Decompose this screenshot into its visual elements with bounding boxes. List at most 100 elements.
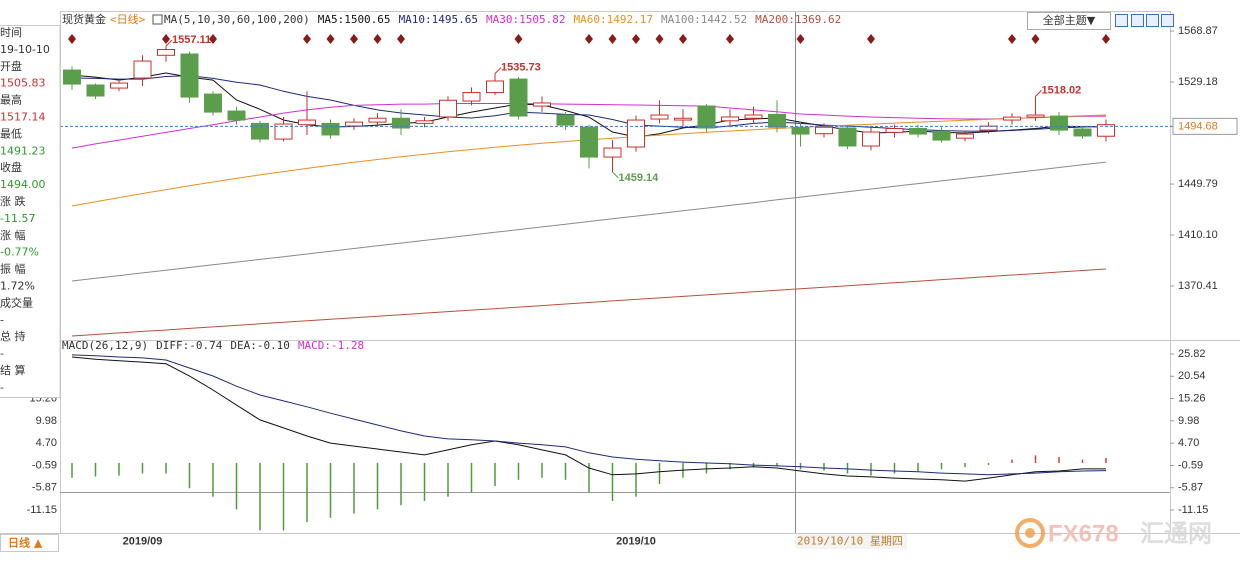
last-price-label: 1494.68 xyxy=(1178,120,1218,132)
info-label: 收盘 xyxy=(0,160,22,174)
event-marker xyxy=(632,34,640,44)
event-marker xyxy=(655,34,664,44)
candle-body xyxy=(862,131,880,147)
candle-body xyxy=(180,53,199,98)
legend-entry: MA10:1495.65 xyxy=(399,13,478,26)
y-tick-label: -0.59 xyxy=(1178,459,1203,471)
candle-body xyxy=(110,82,128,89)
x-tick-label: 2019/10 xyxy=(616,535,656,547)
event-marker xyxy=(585,34,593,44)
ma-icon[interactable] xyxy=(152,14,163,25)
event-marker xyxy=(209,34,217,44)
info-value: - xyxy=(0,347,4,360)
ma-line xyxy=(71,75,1107,132)
candle-body xyxy=(721,116,739,122)
event-marker xyxy=(350,34,358,44)
info-label: 时间 xyxy=(0,26,22,39)
ma-line xyxy=(71,161,1107,282)
event-marker xyxy=(1102,34,1110,44)
candle-body xyxy=(321,122,340,136)
candle-body xyxy=(298,119,316,126)
info-value: -0.77% xyxy=(0,246,39,259)
candle-body xyxy=(462,92,481,102)
icon-zoom-in[interactable] xyxy=(1131,14,1144,27)
icon-zoom-out[interactable] xyxy=(1146,14,1159,27)
legend-entry: MA200:1369.62 xyxy=(755,13,841,26)
period-button[interactable]: 日线 ▲ xyxy=(8,536,43,550)
info-value: 1491.23 xyxy=(0,144,46,157)
info-value: -11.57 xyxy=(0,212,35,225)
crosshair-label-box xyxy=(795,534,907,549)
candle-body xyxy=(86,84,105,97)
candle-body xyxy=(1050,115,1068,131)
crosshair-label: 2019/10/10 星期四 xyxy=(797,535,903,548)
plot-area: 1568.87 1529.18 1449.79 1410.10 1370.41 2019/… xyxy=(27,25,1238,547)
info-value: - xyxy=(0,313,4,326)
y-tick-label-left: -5.87 xyxy=(32,482,57,494)
event-marker xyxy=(867,34,875,44)
candle-body xyxy=(439,99,457,118)
y-tick-label: 1410.10 xyxy=(1178,229,1218,241)
event-marker xyxy=(303,34,311,44)
extreme-leader xyxy=(494,67,502,74)
candle-body xyxy=(909,128,927,135)
event-marker xyxy=(68,34,76,44)
candle-body xyxy=(133,60,152,79)
ma-line xyxy=(71,268,1107,337)
info-label: 结 算 xyxy=(0,363,26,377)
info-label: 开盘 xyxy=(0,59,22,73)
candle-body xyxy=(533,102,551,107)
info-value: 19-10-10 xyxy=(0,43,50,56)
icon-crosshair[interactable] xyxy=(1115,14,1128,27)
y-tick-label: 25.82 xyxy=(1178,348,1206,360)
theme-button-frame[interactable] xyxy=(1027,12,1111,30)
event-marker xyxy=(373,34,382,44)
extreme-leader xyxy=(612,171,619,179)
candle-body xyxy=(650,114,669,120)
event-marker xyxy=(679,34,687,44)
candle-body xyxy=(603,147,622,158)
macd-legend-entry: MACD:-1.28 xyxy=(298,339,364,352)
info-label: 涨 跌 xyxy=(0,194,26,208)
candle-body xyxy=(415,120,434,124)
candle-body xyxy=(368,117,387,123)
event-marker xyxy=(608,34,617,44)
extreme-label: 1518.02 xyxy=(1042,84,1082,96)
legend-entry: MA100:1442.52 xyxy=(661,13,747,26)
candle-body xyxy=(1026,114,1045,118)
info-panel-frame xyxy=(0,25,61,398)
y-tick-label-left: -0.59 xyxy=(32,459,57,471)
info-value: 1494.00 xyxy=(0,178,46,191)
watermark-name: 汇通网 xyxy=(1140,520,1212,547)
info-label: 成交量 xyxy=(0,295,33,309)
watermark: FX678 汇通网 xyxy=(1015,518,1212,548)
event-marker xyxy=(162,34,170,44)
event-marker xyxy=(726,34,734,44)
theme-button[interactable]: 全部主题▼ xyxy=(1043,13,1096,27)
candle-body xyxy=(1003,116,1021,121)
y-tick-label-left: 9.98 xyxy=(36,415,57,427)
icon-fullscreen[interactable] xyxy=(1161,14,1174,27)
legend-entry: MA30:1505.82 xyxy=(486,13,565,26)
candle-body xyxy=(768,113,786,128)
candle-body xyxy=(63,69,81,85)
watermark-logo xyxy=(1015,518,1045,548)
candle-body xyxy=(885,128,904,133)
info-panel: 时间 19-10-10 开盘 1505.83 最高 1517.14 最低 1491.23 收盘 1… xyxy=(0,25,61,398)
candle-body xyxy=(157,49,175,56)
toolbar-icons xyxy=(1115,14,1174,27)
last-price-box xyxy=(1172,117,1238,135)
candle-body xyxy=(627,119,645,148)
event-marker xyxy=(1008,34,1016,44)
period-button-frame[interactable] xyxy=(0,534,59,552)
instrument-title: 现货黄金 xyxy=(62,12,106,26)
macd-line xyxy=(71,354,1107,476)
macd-line xyxy=(71,356,1106,482)
y-tick-label: 1370.41 xyxy=(1178,280,1218,292)
candle-body xyxy=(556,114,575,126)
y-tick-label-left: 4.70 xyxy=(36,437,57,449)
candle-body xyxy=(392,117,410,129)
candle-body xyxy=(791,126,810,135)
y-tick-label: 1449.79 xyxy=(1178,178,1218,190)
y-tick-label: 20.54 xyxy=(1178,370,1206,382)
